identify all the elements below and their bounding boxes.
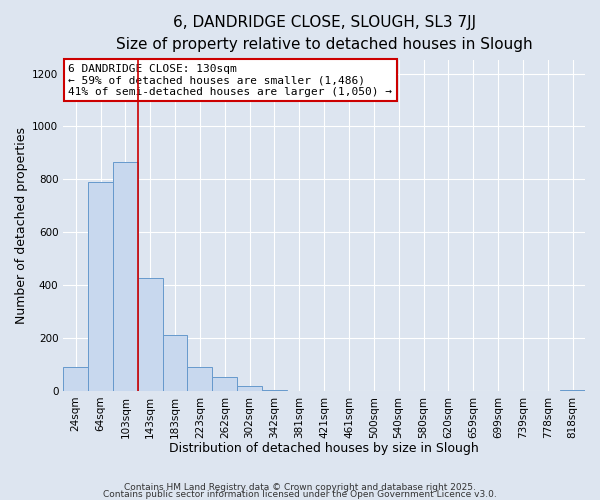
Bar [138, 278, 163, 391]
Y-axis label: Number of detached properties: Number of detached properties [15, 127, 28, 324]
Title: 6, DANDRIDGE CLOSE, SLOUGH, SL3 7JJ
Size of property relative to detached houses: 6, DANDRIDGE CLOSE, SLOUGH, SL3 7JJ Size… [116, 15, 532, 52]
Bar [237, 386, 262, 391]
Bar [187, 367, 212, 391]
Bar [88, 182, 113, 391]
Bar [262, 390, 287, 391]
Bar [63, 367, 88, 391]
X-axis label: Distribution of detached houses by size in Slough: Distribution of detached houses by size … [169, 442, 479, 455]
Text: Contains public sector information licensed under the Open Government Licence v3: Contains public sector information licen… [103, 490, 497, 499]
Text: 6 DANDRIDGE CLOSE: 130sqm
← 59% of detached houses are smaller (1,486)
41% of se: 6 DANDRIDGE CLOSE: 130sqm ← 59% of detac… [68, 64, 392, 97]
Bar [113, 162, 138, 391]
Bar [560, 390, 585, 391]
Text: Contains HM Land Registry data © Crown copyright and database right 2025.: Contains HM Land Registry data © Crown c… [124, 484, 476, 492]
Bar [163, 336, 187, 391]
Bar [212, 377, 237, 391]
